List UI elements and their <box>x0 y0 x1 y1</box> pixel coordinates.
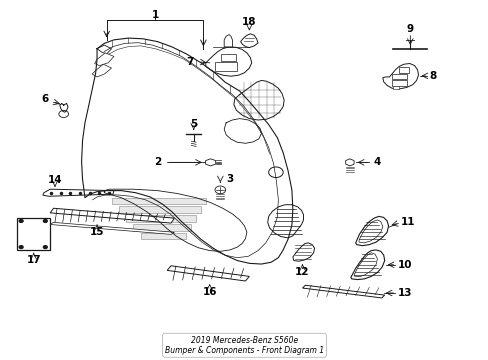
Bar <box>392 74 406 80</box>
Text: 4: 4 <box>372 157 380 167</box>
Text: 8: 8 <box>428 71 435 81</box>
Bar <box>215 62 237 71</box>
Text: 11: 11 <box>400 217 415 228</box>
Polygon shape <box>358 220 382 243</box>
Polygon shape <box>302 285 384 298</box>
Text: 5: 5 <box>190 118 197 129</box>
FancyBboxPatch shape <box>111 198 205 204</box>
Polygon shape <box>345 159 353 166</box>
Polygon shape <box>382 63 418 89</box>
Polygon shape <box>224 35 232 47</box>
Polygon shape <box>167 266 249 281</box>
Polygon shape <box>50 208 174 223</box>
Text: 7: 7 <box>186 57 193 67</box>
Bar <box>398 67 408 73</box>
Circle shape <box>19 246 23 248</box>
Polygon shape <box>353 253 377 277</box>
Polygon shape <box>97 45 111 54</box>
Polygon shape <box>267 205 303 238</box>
Bar <box>393 86 398 89</box>
Text: 3: 3 <box>226 174 233 184</box>
Polygon shape <box>95 53 114 66</box>
Text: 1: 1 <box>151 10 159 20</box>
Text: 2: 2 <box>154 157 161 167</box>
Text: 6: 6 <box>41 94 49 104</box>
FancyBboxPatch shape <box>140 233 186 239</box>
Circle shape <box>43 246 47 248</box>
FancyBboxPatch shape <box>119 207 201 213</box>
Text: 18: 18 <box>242 17 256 27</box>
Polygon shape <box>350 250 384 280</box>
Polygon shape <box>92 64 111 77</box>
Text: 14: 14 <box>47 175 62 185</box>
Text: 12: 12 <box>295 267 309 277</box>
Text: 9: 9 <box>406 24 413 34</box>
Polygon shape <box>292 243 314 261</box>
Circle shape <box>43 220 47 222</box>
Polygon shape <box>355 216 388 246</box>
Text: 17: 17 <box>26 255 41 265</box>
Text: 16: 16 <box>202 287 217 297</box>
Circle shape <box>19 220 23 222</box>
FancyBboxPatch shape <box>17 218 50 250</box>
Polygon shape <box>240 34 258 48</box>
Polygon shape <box>205 47 251 76</box>
Bar <box>221 54 235 61</box>
FancyBboxPatch shape <box>126 215 196 222</box>
Text: 13: 13 <box>397 288 412 298</box>
Bar <box>392 80 406 86</box>
Polygon shape <box>50 222 174 234</box>
Polygon shape <box>205 159 215 166</box>
FancyBboxPatch shape <box>133 224 191 230</box>
Polygon shape <box>43 189 114 196</box>
Text: 10: 10 <box>397 260 412 270</box>
Text: 15: 15 <box>90 226 104 237</box>
Text: 2019 Mercedes-Benz S560e
Bumper & Components - Front Diagram 1: 2019 Mercedes-Benz S560e Bumper & Compon… <box>164 336 324 355</box>
